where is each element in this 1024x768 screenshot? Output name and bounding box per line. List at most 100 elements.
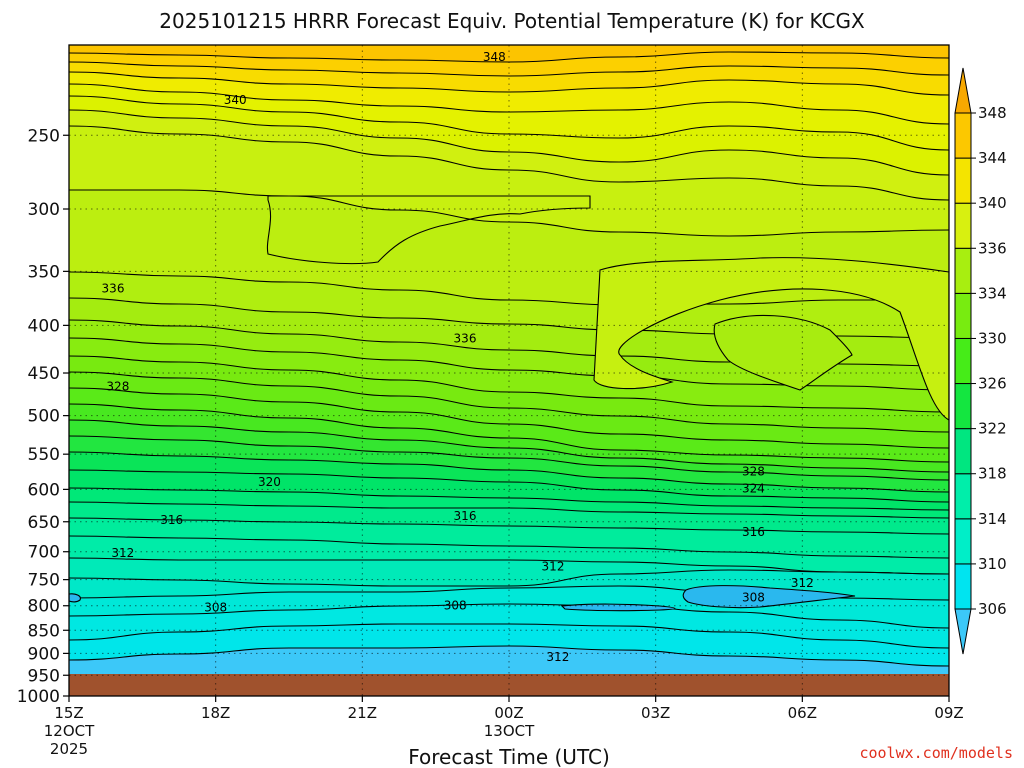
contour-label: 328 [106,379,129,393]
contour-label: 308 [444,599,467,613]
contour-band [69,570,949,600]
contour-band [69,470,949,510]
colorbar-label: 318 [978,465,1007,483]
colorbar-segment [954,473,972,520]
contour-line [69,557,949,575]
contour-line [69,603,949,629]
colorbar-segment [954,428,972,475]
y-axis: 250 300 350 400 450 500 550 600 650 700 750 800 850 9… [17,126,69,707]
x-axis-label: Forecast Time (UTC) [408,745,610,768]
contour-line [69,71,949,96]
contour-region [682,585,856,609]
contour-region [593,257,949,421]
contour-label: 336 [102,281,125,295]
x-tick-year: 2025 [50,740,88,758]
y-tick-label: 350 [28,262,60,282]
colorbar-low-arrow [954,608,972,655]
contour-region [69,593,81,603]
colorbar-segment [954,563,972,610]
contour-label: 324 [742,482,765,496]
contour-label: 312 [546,650,569,664]
contour-region [713,314,853,391]
x-tick-label: 06Z [788,704,817,722]
contour-labels: 348 340 336 336 328 320 328 324 316 316 316 312 312 3… [102,50,814,664]
y-tick-label: 600 [28,480,60,500]
contour-label: 312 [791,576,814,590]
colorbar-label: 344 [978,149,1007,167]
y-tick-label: 450 [28,364,60,384]
contour-line [69,487,949,511]
contour-label: 336 [454,331,477,345]
y-tick-label: 250 [28,126,60,146]
contour-band [69,536,949,574]
x-tick-label: 21Z [348,704,377,722]
y-tick-label: 850 [28,621,60,641]
contour-band [69,126,949,236]
contour-line [69,271,949,306]
grid-lines [69,45,949,696]
y-tick-label: 950 [28,666,60,686]
x-tick-label: 15Z [54,704,83,722]
contour-line [69,61,949,77]
contour-band [69,372,949,448]
contour-label: 316 [160,513,183,527]
contour-label: 312 [111,546,134,560]
x-tick-label: 18Z [201,704,230,722]
contour-band [69,558,949,586]
colorbar-high-arrow [954,67,972,114]
y-tick-label: 650 [28,513,60,533]
y-tick-label: 400 [28,316,60,336]
x-tick-date: 12OCT [44,722,95,740]
contour-line [69,569,949,587]
colorbar-label: 348 [978,104,1007,122]
colorbar-segment [954,202,972,249]
x-tick-date: 13OCT [484,722,535,740]
contour-label: 308 [742,591,765,605]
x-tick-label: 09Z [934,704,963,722]
contour-band [69,420,949,480]
x-tick-label: 00Z [494,704,523,722]
colorbar-label: 330 [978,329,1007,347]
contour-band [69,518,949,558]
contour-label: 316 [742,525,765,539]
ground-fill [69,674,949,696]
y-tick-label: 750 [28,571,60,591]
y-tick-label: 700 [28,543,60,563]
y-tick-label: 800 [28,597,60,617]
contour-label: 316 [454,509,477,523]
contour-band [69,356,949,432]
colorbar-label: 306 [978,600,1007,618]
colorbar-label: 336 [978,239,1007,257]
contour-label: 312 [542,559,565,573]
contour-band [69,320,949,390]
y-tick-label: 550 [28,445,60,465]
contour-line [69,403,949,463]
contour-label: 328 [742,464,765,478]
colorbar-segment [954,337,972,385]
colorbar-label: 334 [978,284,1007,302]
contour-label: 320 [258,475,281,489]
contour-line [69,371,949,433]
colorbar-segment [954,112,972,159]
plot-area [69,45,949,696]
contour-line [69,125,949,201]
colorbar-label: 326 [978,375,1007,393]
y-tick-label: 900 [28,644,60,664]
contour-band [69,72,949,124]
contour-line [69,387,949,449]
contour-line [69,469,949,503]
colorbar-label: 310 [978,555,1007,573]
contour-label: 348 [483,50,506,64]
y-tick-label: 1000 [17,687,60,707]
colorbar-segment [954,383,972,430]
colorbar-label: 340 [978,194,1007,212]
contour-label: 340 [224,93,247,107]
y-tick-label: 300 [28,200,60,220]
x-tick-label: 03Z [641,704,670,722]
colorbar-segment [954,292,972,339]
colorbar: 306 310 314 318 322 326 330 334 336 340 344 348 [954,67,1007,655]
credit-text: coolwx.com/models [859,744,1013,762]
contour-label: 308 [204,600,227,614]
